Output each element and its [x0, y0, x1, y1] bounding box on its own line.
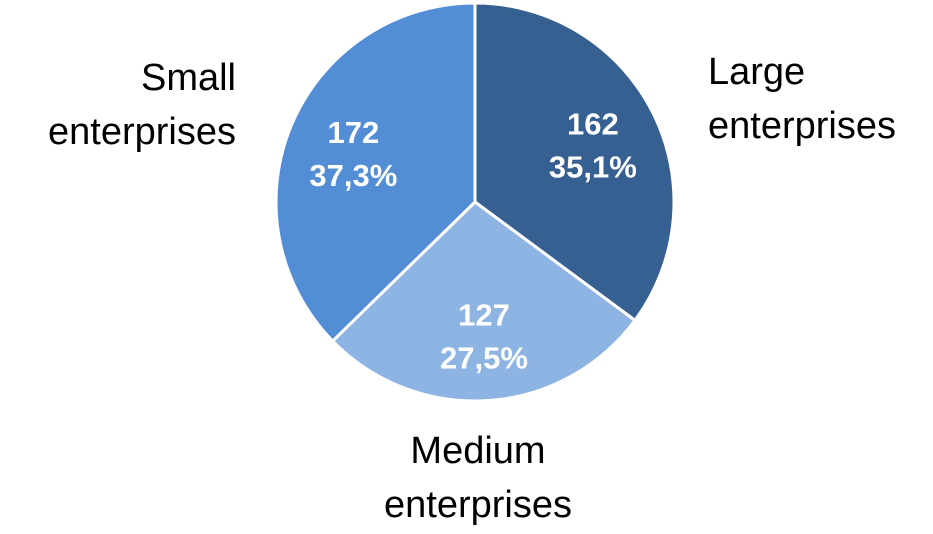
- category-labels: Large enterprises Medium enterprises Small en…: [48, 51, 896, 526]
- data-label-medium-enterprises: 127 27,5%: [440, 298, 528, 376]
- data-labels: 162 35,1% 127 27,5% 172 37,3%: [309, 107, 636, 376]
- pie-slice-large-enterprises: [473, 1, 676, 322]
- category-label-large-enterprises: Large enterprises: [708, 51, 896, 147]
- pie-slice-medium-enterprises: [331, 200, 637, 403]
- category-label-small-enterprises: Small enterprises: [48, 57, 236, 153]
- pie-slices: [274, 1, 676, 403]
- data-label-large-enterprises: 162 35,1%: [549, 107, 637, 185]
- data-label-small-enterprises: 172 37,3%: [309, 115, 397, 193]
- pie-slice-small-enterprises: [274, 1, 477, 343]
- category-label-medium-enterprises: Medium enterprises: [384, 430, 572, 526]
